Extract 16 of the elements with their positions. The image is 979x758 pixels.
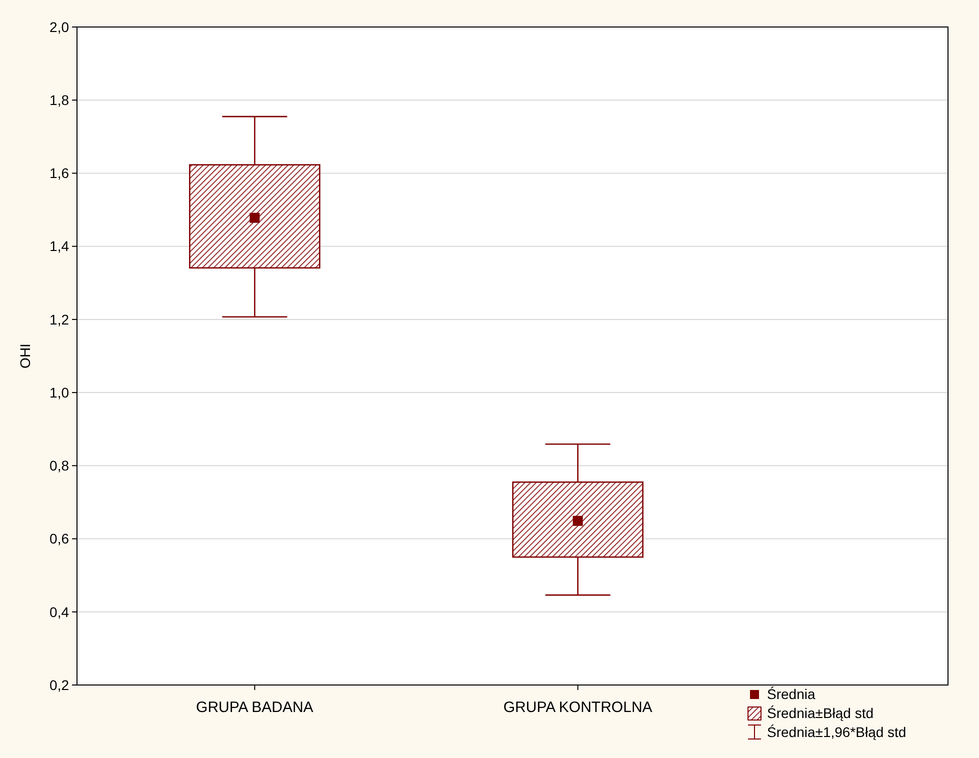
y-tick-label: 2,0 [50, 18, 70, 35]
y-tick-label: 0,4 [50, 604, 70, 620]
y-tick-label: 0,8 [50, 458, 70, 474]
x-tick-label: GRUPA KONTROLNA [503, 699, 652, 716]
text: Średnia±1,96*Błąd std [767, 724, 906, 740]
y-tick-label: 1,4 [50, 238, 70, 254]
x-tick-label: GRUPA BADANA [196, 699, 314, 716]
text: Średnia±Błąd std [767, 704, 874, 721]
y-tick-label: 1,2 [50, 311, 70, 328]
y-tick-label: 1,6 [50, 165, 70, 182]
text: Średnia [767, 686, 816, 702]
y-tick-label: 0,6 [50, 530, 70, 547]
y-axis-title: OHI [17, 344, 33, 368]
y-tick-label: 1,8 [50, 92, 70, 108]
y-tick-label: 0,2 [50, 676, 70, 693]
y-tick-label: 1,0 [50, 384, 70, 400]
